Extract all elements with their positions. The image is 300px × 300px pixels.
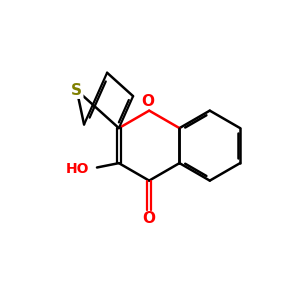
Text: HO: HO <box>66 162 90 176</box>
Text: O: O <box>143 211 156 226</box>
Text: S: S <box>71 83 82 98</box>
Text: O: O <box>141 94 154 110</box>
